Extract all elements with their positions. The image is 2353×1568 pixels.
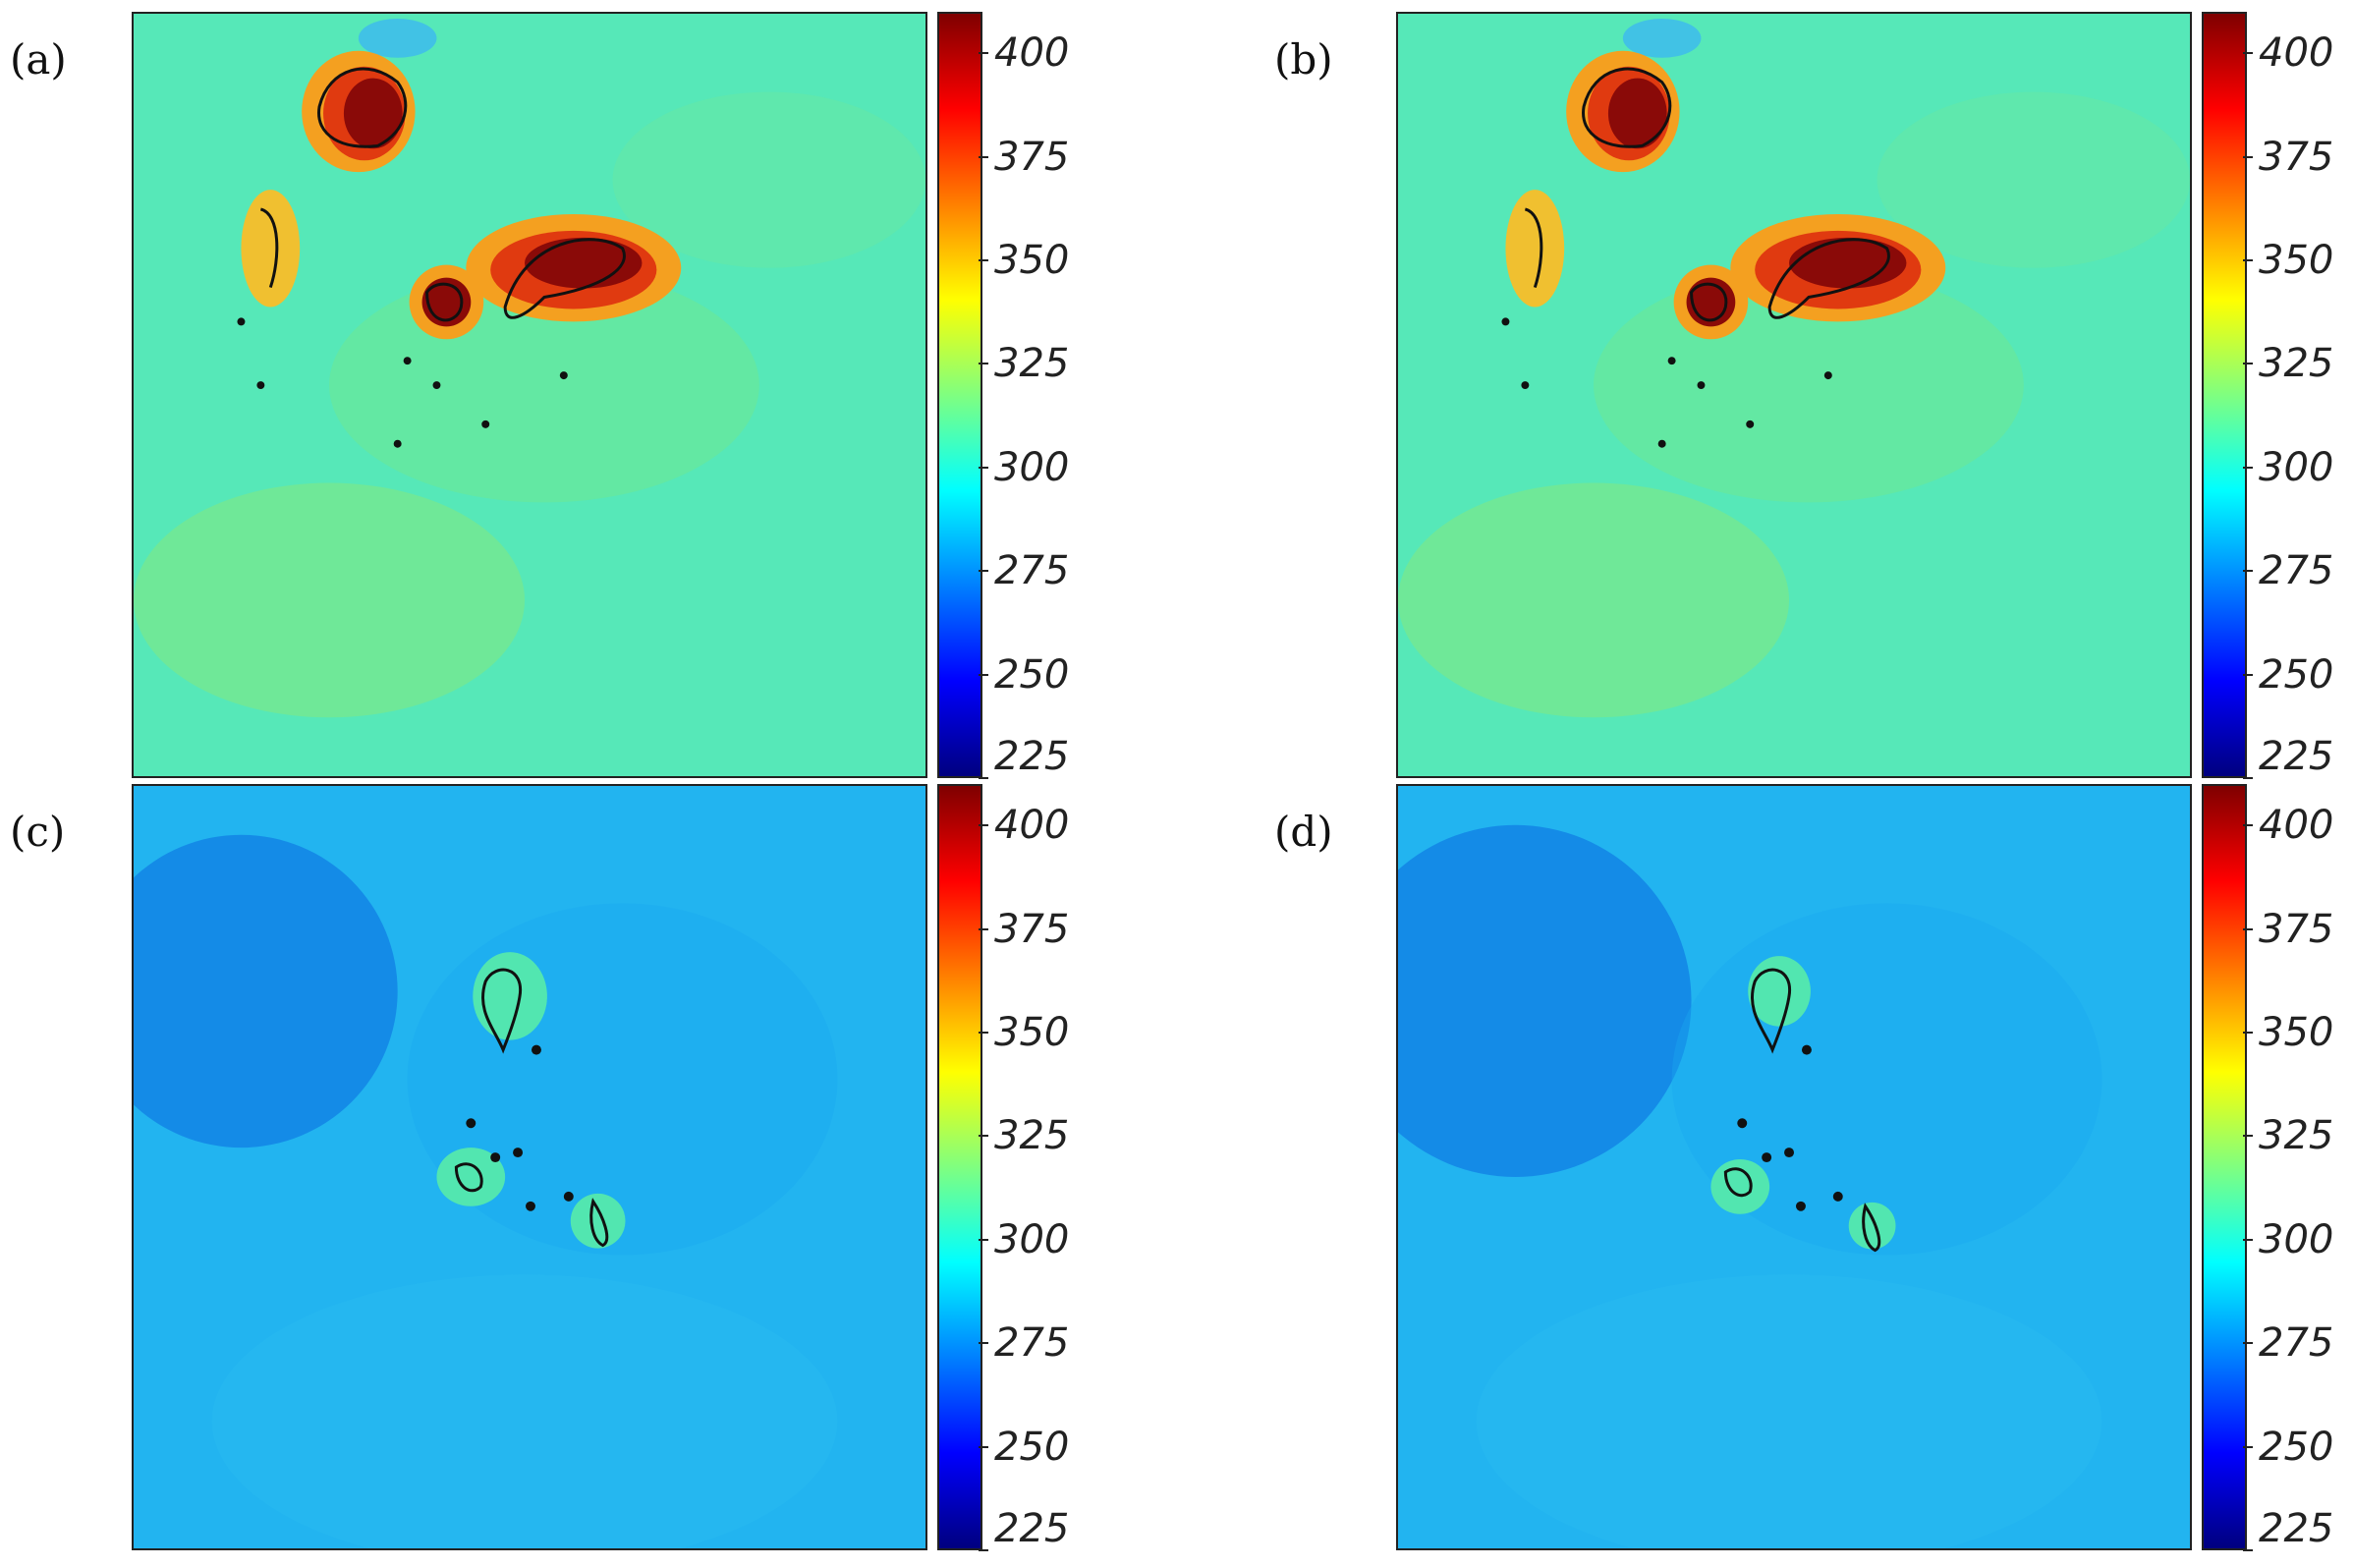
colorbar-tick-mark <box>979 1342 988 1345</box>
colorbar-tick-mark <box>979 363 988 365</box>
colorbar-tick-mark <box>2243 363 2253 365</box>
colorbar-tick-label: 250 <box>2259 1424 2334 1470</box>
colorbar-tick-label: 275 <box>994 548 1070 594</box>
colorbar-tick-label: 225 <box>2259 1506 2334 1551</box>
colorbar-tick-label: 275 <box>2259 1320 2334 1367</box>
colorbar-tick-mark <box>979 927 988 930</box>
colorbar-tick-mark <box>2243 824 2253 827</box>
colorbar-tick-mark <box>2243 1549 2253 1551</box>
colorbar-tick-label: 400 <box>994 803 1070 849</box>
colorbar-tick-label: 350 <box>994 1009 1070 1055</box>
colorbar-tick-mark <box>2243 673 2253 676</box>
colorbar <box>2202 12 2247 778</box>
colorbar-tick-label: 400 <box>2259 30 2334 77</box>
hot-cluster-1 <box>1566 50 1680 173</box>
colorbar-tick-mark <box>2243 570 2253 573</box>
colorbar-tick-mark <box>2243 777 2253 779</box>
colorbar-tick-label: 250 <box>2259 651 2334 698</box>
colorbar-tick-label: 325 <box>994 1113 1070 1159</box>
heatmap-b <box>1396 12 2192 778</box>
panel-label: (d) <box>1274 808 1333 856</box>
colorbar-tick-mark <box>979 824 988 827</box>
hot-cluster-1 <box>302 50 416 173</box>
colorbar-tick-mark <box>979 155 988 158</box>
heatmap-c <box>132 784 927 1550</box>
colorbar-tick-label: 375 <box>994 906 1070 952</box>
panel-label: (c) <box>10 808 66 856</box>
colorbar-tick-label: 275 <box>994 1320 1070 1367</box>
panel-b: (b) <box>1274 12 2353 779</box>
colorbar-tick-mark <box>979 466 988 469</box>
colorbar <box>2202 784 2247 1550</box>
panel-label: (a) <box>10 35 67 84</box>
warm-patch-2 <box>436 1148 506 1206</box>
colorbar-tick-mark <box>2243 1342 2253 1345</box>
heatmap-d <box>1396 784 2192 1550</box>
hot-cluster-2 <box>1730 213 1946 322</box>
small-contours <box>1737 1044 1843 1211</box>
warm-patch-1 <box>473 952 547 1054</box>
colorbar-tick-label: 300 <box>2259 444 2334 490</box>
colorbar-tick-mark <box>979 673 988 676</box>
colorbar-tick-label: 250 <box>994 1424 1070 1470</box>
panel-d: (d) 225 250 275 300 325 350 375 400 <box>1274 784 2353 1551</box>
warm-patch-2 <box>1710 1159 1770 1214</box>
colorbar <box>937 12 982 778</box>
colorbar-tick-label: 225 <box>994 1506 1070 1551</box>
colorbar-tick-mark <box>979 570 988 573</box>
colorbar-tick-mark <box>979 258 988 261</box>
warm-patch-3 <box>1848 1202 1896 1253</box>
warm-cluster <box>241 190 301 308</box>
colorbar-tick-label: 400 <box>2259 803 2334 849</box>
colorbar-tick-label: 400 <box>994 30 1070 77</box>
warm-patch-3 <box>570 1193 626 1249</box>
colorbar-tick-label: 225 <box>2259 734 2334 779</box>
small-contours <box>466 1044 574 1211</box>
colorbar-tick-label: 325 <box>2259 1113 2334 1159</box>
colorbar-tick-label: 225 <box>994 734 1070 779</box>
colorbar-tick-mark <box>979 1549 988 1551</box>
panel-c: (c) 225 250 275 300 325 350 375 400 <box>10 784 1140 1551</box>
colorbar-tick-label: 275 <box>2259 548 2334 594</box>
colorbar-tick-mark <box>979 1135 988 1138</box>
colorbar-tick-mark <box>2243 258 2253 261</box>
warm-cluster <box>1505 190 1565 308</box>
colorbar-tick-label: 375 <box>2259 906 2334 952</box>
colorbar-tick-mark <box>979 52 988 55</box>
colorbar-tick-mark <box>2243 927 2253 930</box>
colorbar-tick-label: 300 <box>994 444 1070 490</box>
colorbar-tick-label: 250 <box>994 651 1070 698</box>
panel-a: (a) <box>10 12 1140 779</box>
colorbar-tick-label: 375 <box>2259 134 2334 180</box>
small-contours <box>1501 317 1832 448</box>
heatmap-a <box>132 12 927 778</box>
colorbar-tick-mark <box>979 777 988 779</box>
colorbar-tick-mark <box>2243 52 2253 55</box>
colorbar-tick-mark <box>2243 1238 2253 1241</box>
colorbar-tick-label: 325 <box>2259 341 2334 387</box>
colorbar-tick-mark <box>2243 155 2253 158</box>
colorbar-tick-label: 350 <box>2259 237 2334 283</box>
colorbar <box>937 784 982 1550</box>
colorbar-tick-label: 300 <box>2259 1216 2334 1262</box>
colorbar-tick-mark <box>979 1031 988 1034</box>
colorbar-tick-label: 325 <box>994 341 1070 387</box>
warm-patch-1 <box>1748 956 1811 1054</box>
small-contours <box>237 317 568 448</box>
panel-label: (b) <box>1274 35 1333 84</box>
colorbar-tick-mark <box>2243 1031 2253 1034</box>
colorbar-tick-mark <box>2243 1445 2253 1448</box>
colorbar-tick-mark <box>979 1445 988 1448</box>
hot-cluster-3 <box>409 264 484 340</box>
hot-cluster-3 <box>1673 264 1749 340</box>
hot-cluster-2 <box>466 213 682 322</box>
colorbar-tick-label: 375 <box>994 134 1070 180</box>
colorbar-tick-mark <box>979 1238 988 1241</box>
colorbar-tick-label: 350 <box>994 237 1070 283</box>
colorbar-tick-label: 350 <box>2259 1009 2334 1055</box>
colorbar-tick-mark <box>2243 1135 2253 1138</box>
colorbar-tick-label: 300 <box>994 1216 1070 1262</box>
colorbar-tick-mark <box>2243 466 2253 469</box>
